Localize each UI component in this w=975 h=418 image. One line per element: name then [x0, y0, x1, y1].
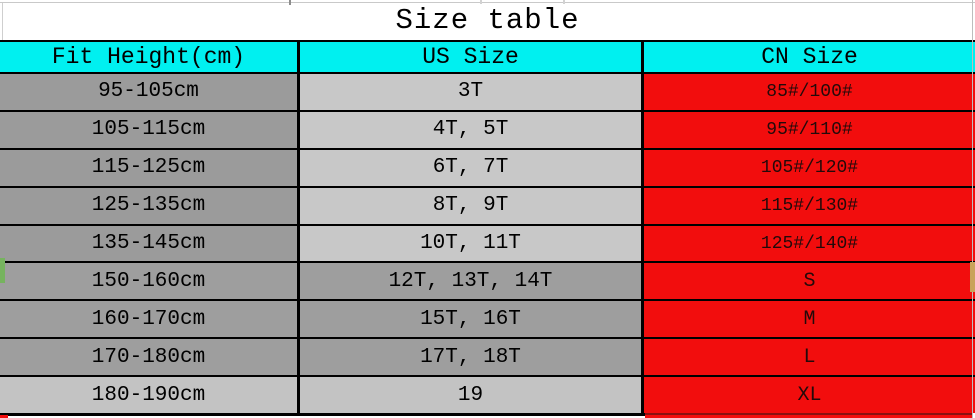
cn-size-cell: XL: [644, 377, 975, 414]
cn-size-cell: L: [644, 339, 975, 376]
top-crop-line: [0, 2, 975, 3]
fit-height-cell: 150-160cm: [0, 263, 300, 300]
header-cn-size: CN Size: [644, 42, 975, 72]
us-size-cell: 19: [300, 377, 644, 414]
fit-height-cell: 180-190cm: [0, 377, 300, 414]
cn-size-cell: 115#/130#: [644, 187, 975, 224]
header-us-size: US Size: [300, 42, 644, 72]
table-row: 135-145cm 10T, 11T 125#/140#: [0, 225, 975, 264]
cn-size-cell: 105#/120#: [644, 149, 975, 186]
table-row: 170-180cm 17T, 18T L: [0, 339, 975, 378]
top-crop-tick: [289, 0, 291, 5]
fit-height-cell: 115-125cm: [0, 149, 300, 186]
fit-height-cell: 135-145cm: [0, 225, 300, 262]
top-crop-tick: [480, 0, 482, 4]
us-size-cell: 4T, 5T: [300, 111, 644, 148]
table-row: 150-160cm 12T, 13T, 14T S: [0, 263, 975, 302]
left-crop-line: [2, 3, 3, 40]
bottom-border-line: [0, 413, 645, 416]
cn-size-cell: M: [644, 301, 975, 338]
us-size-cell: 10T, 11T: [300, 225, 644, 262]
table-row: 160-170cm 15T, 16T M: [0, 301, 975, 340]
table-row: 125-135cm 8T, 9T 115#/130#: [0, 187, 975, 226]
fit-height-cell: 125-135cm: [0, 187, 300, 224]
table-header: Fit Height(cm) US Size CN Size: [0, 40, 975, 74]
cn-size-cell: 95#/110#: [644, 111, 975, 148]
cn-size-cell: 125#/140#: [644, 225, 975, 262]
us-size-cell: 6T, 7T: [300, 149, 644, 186]
table-body: 95-105cm 3T 85#/100# 105-115cm 4T, 5T 95…: [0, 74, 975, 414]
fit-height-cell: 95-105cm: [0, 74, 300, 110]
table-row: 115-125cm 6T, 7T 105#/120#: [0, 149, 975, 188]
table-row: 180-190cm 19 XL: [0, 377, 975, 414]
green-edge-artifact: [0, 258, 5, 283]
us-size-cell: 3T: [300, 74, 644, 110]
bottom-red-artifact: [0, 415, 8, 418]
table-row: 95-105cm 3T 85#/100#: [0, 74, 975, 112]
fit-height-cell: 105-115cm: [0, 111, 300, 148]
right-crop-line: [972, 0, 973, 418]
us-size-cell: 12T, 13T, 14T: [300, 263, 644, 300]
fit-height-cell: 170-180cm: [0, 339, 300, 376]
us-size-cell: 15T, 16T: [300, 301, 644, 338]
top-crop-tick: [563, 0, 565, 4]
tan-edge-artifact: [970, 262, 975, 292]
cn-size-cell: 85#/100#: [644, 74, 975, 110]
us-size-cell: 8T, 9T: [300, 187, 644, 224]
cn-size-cell: S: [644, 263, 975, 300]
header-fit-height: Fit Height(cm): [0, 42, 300, 72]
fit-height-cell: 160-170cm: [0, 301, 300, 338]
table-title: Size table: [395, 3, 580, 37]
bottom-red-strip: [645, 413, 972, 418]
us-size-cell: 17T, 18T: [300, 339, 644, 376]
table-row: 105-115cm 4T, 5T 95#/110#: [0, 111, 975, 150]
